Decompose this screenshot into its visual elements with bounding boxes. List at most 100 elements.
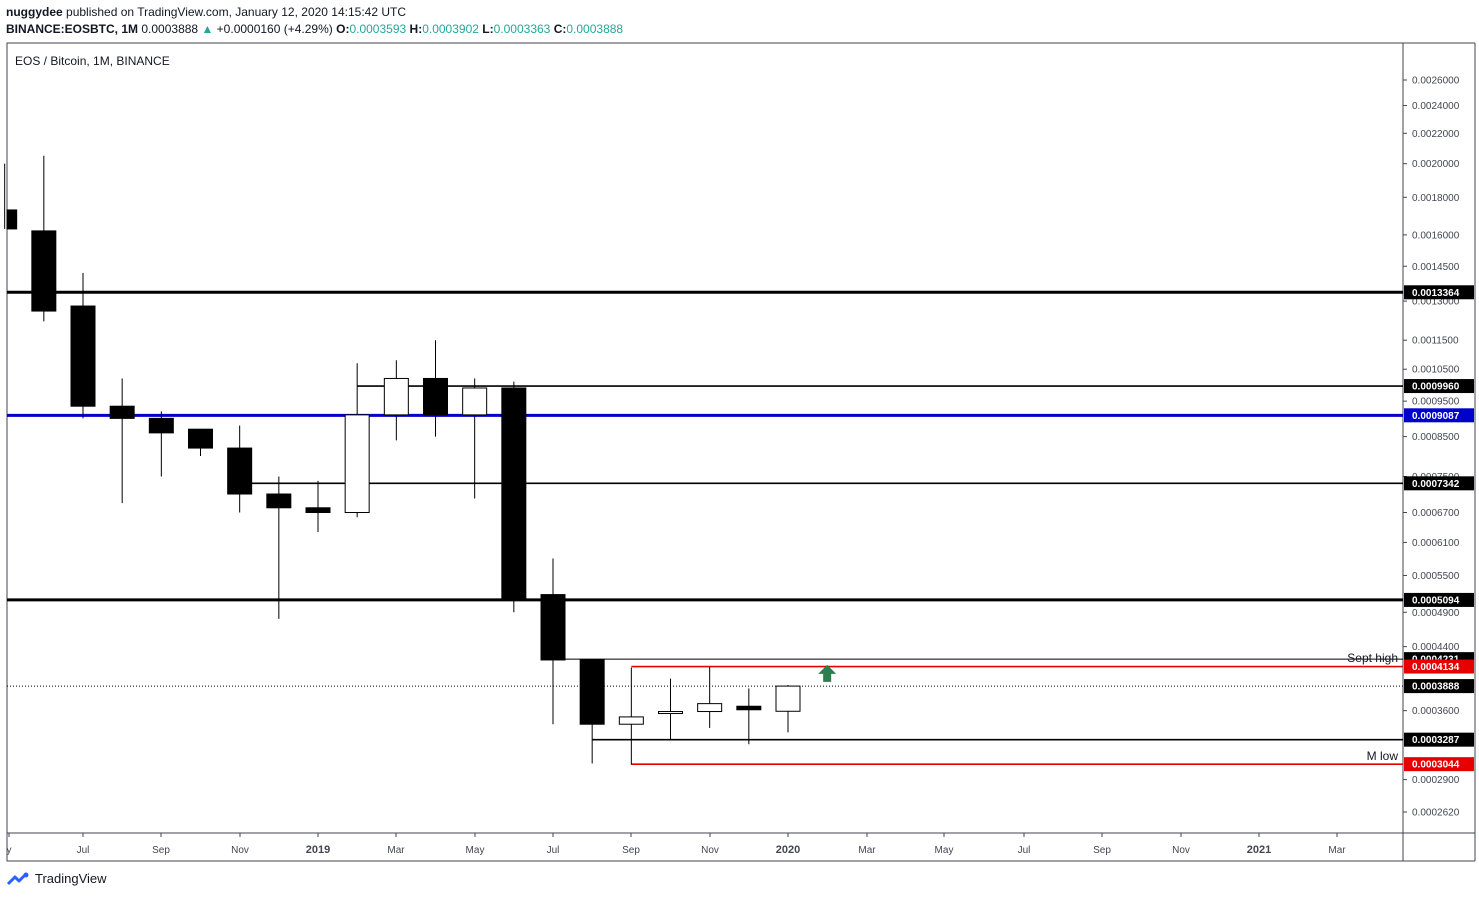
change-value: +0.0000160 (+4.29%) [216,22,333,36]
price-label-text: 0.0003287 [1412,735,1460,746]
y-tick-label: 0.0002620 [1412,808,1460,819]
x-tick-label: Jul [77,845,90,856]
plot-frame [6,42,1404,862]
x-tick-label: Sep [622,845,640,856]
price-label-box [1404,408,1474,423]
x-tick-label: Mar [858,845,876,856]
y-tick-label: 0.0010500 [1412,365,1460,376]
last-price: 0.0003888 [141,22,199,36]
x-tick-label: Nov [1172,845,1190,856]
published-text: published on TradingView.com, January 12… [66,5,407,19]
level-annotation: Sept high [1347,651,1398,665]
price-label-text: 0.0004134 [1412,662,1460,673]
candle-down [109,405,135,419]
high-label: H: [409,22,423,36]
candle-up [344,414,370,514]
candle-down [266,493,292,509]
x-tick-label: Nov [231,845,249,856]
y-tick-label: 0.0014500 [1412,262,1460,273]
price-label-box [1404,592,1474,607]
price-label-text: 0.0003044 [1412,760,1460,771]
symbol-label: BINANCE:EOSBTC, 1M [6,22,139,36]
x-tick-label: 2019 [306,844,330,856]
change-up-icon: ▲ [201,22,214,36]
open-value: 0.0003593 [349,22,407,36]
x-tick-label: Jul [1018,845,1031,856]
candle-up [775,685,801,712]
low-label: L: [482,22,494,36]
candle-down [579,659,605,725]
y-tick-label: 0.0006100 [1412,538,1460,549]
x-tick-label: Mar [1328,845,1346,856]
y-tick-label: 0.0013000 [1412,297,1460,308]
price-label-text: 0.0009087 [1412,411,1460,422]
low-value: 0.0003363 [493,22,551,36]
candle-down [70,305,96,407]
y-tick-label: 0.0022000 [1412,129,1460,140]
candle-down [148,417,174,434]
x-tick-label: 2021 [1247,844,1271,856]
candle-up [658,711,683,715]
x-tick-label: Sep [1093,845,1111,856]
price-label-text: 0.0007342 [1412,479,1460,490]
candle-down [736,705,762,711]
close-value: 0.0003888 [566,22,624,36]
y-tick-label: 0.0005500 [1412,571,1460,582]
y-tick-label: 0.0020000 [1412,159,1460,170]
close-label: C: [553,22,567,36]
x-tick-label: Jul [547,845,560,856]
candle-down [501,387,527,599]
price-label-box [1404,757,1474,772]
high-value: 0.0003902 [422,22,479,36]
candle-down [227,447,253,495]
x-tick-label: May [935,845,954,856]
y-tick-label: 0.0026000 [1412,76,1460,87]
candle-up [462,387,488,416]
y-tick-label: 0.0009500 [1412,397,1460,408]
green-up-arrow-icon [818,664,837,682]
y-tick-label: 0.0002900 [1412,775,1460,786]
x-tick-label: May [466,845,485,856]
candle-down [188,428,213,449]
candle-up [618,716,644,725]
level-annotation: M low [1367,749,1399,763]
price-label-box [1404,285,1474,300]
candle-up [697,703,723,713]
y-tick-label: 0.0004900 [1412,608,1460,619]
y-tick-label: 0.0004400 [1412,642,1460,653]
x-tick-label: 2020 [776,844,800,856]
candle-down [423,377,448,416]
y-tick-label: 0.0003600 [1412,706,1460,717]
price-label-box [1404,732,1474,747]
tradingview-cloud-icon [6,872,29,885]
y-tick-label: 0.0016000 [1412,230,1460,241]
publish-info: nuggydee published on TradingView.com, J… [6,5,406,19]
footer-brand[interactable]: TradingView [6,871,107,886]
candle-down [305,507,331,514]
price-label-box [1404,679,1474,694]
y-tick-label: 0.0011500 [1412,336,1459,347]
y-tick-label: 0.0006700 [1412,508,1460,519]
y-tick-label: 0.0008500 [1412,432,1460,443]
y-tick-label: 0.0024000 [1412,101,1460,112]
x-tick-label: y [7,845,12,856]
price-label-box [1404,379,1474,394]
price-label-text: 0.0003888 [1412,682,1460,693]
author-name[interactable]: nuggydee [6,5,63,19]
ohlc-legend: BINANCE:EOSBTC, 1M 0.0003888 ▲ +0.000016… [6,22,623,36]
x-tick-label: Nov [701,845,719,856]
price-label-text: 0.0009960 [1412,382,1460,393]
price-label-box [1404,659,1474,674]
price-label-text: 0.0013364 [1412,288,1460,299]
y-tick-label: 0.0018000 [1412,193,1460,204]
chart-title: EOS / Bitcoin, 1M, BINANCE [15,54,170,68]
open-label: O: [336,22,350,36]
candle-up [383,377,409,416]
candle-down [540,594,566,661]
tradingview-brand-label: TradingView [35,871,107,886]
candle-down [31,230,57,312]
price-label-text: 0.0005094 [1412,595,1460,606]
x-tick-label: Sep [152,845,170,856]
candle-down [6,209,18,230]
